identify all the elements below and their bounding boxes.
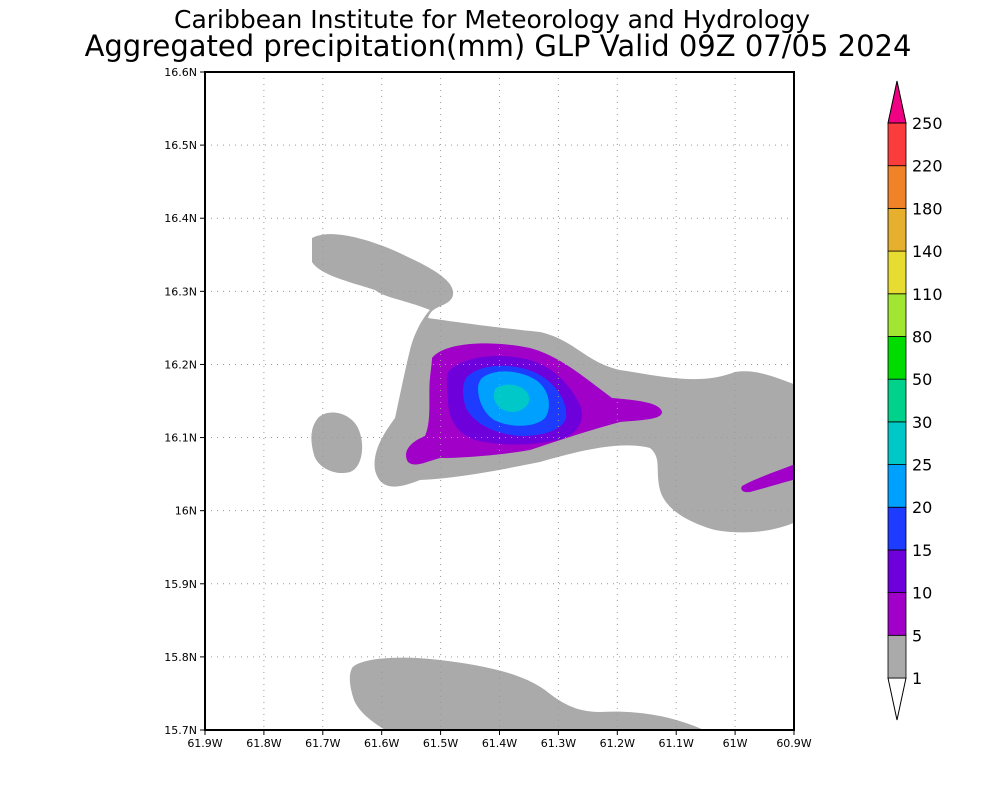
longitude-axis: 61.9W 61.8W 61.7W 61.6W 61.5W 61.4W 61.3W 61.2W… bbox=[187, 730, 812, 750]
colorbar-level-label: 110 bbox=[912, 285, 943, 304]
colorbar-swatch bbox=[887, 378, 907, 423]
precip-area-gray-south bbox=[349, 657, 704, 730]
lat-tick-label: 16.4N bbox=[164, 212, 197, 225]
colorbar-lower-arrow bbox=[887, 677, 907, 721]
colorbar-swatch bbox=[887, 592, 907, 636]
lon-tick-label: 61.6W bbox=[364, 737, 399, 750]
colorbar-swatch bbox=[887, 207, 907, 252]
lon-tick-label: 61.4W bbox=[482, 737, 517, 750]
colorbar-level-label: 15 bbox=[912, 541, 932, 560]
institute-title: Caribbean Institute for Meteorology and … bbox=[174, 5, 810, 34]
colorbar-level-label: 5 bbox=[912, 626, 922, 645]
lon-tick-label: 61.3W bbox=[541, 737, 576, 750]
colorbar-swatch bbox=[887, 165, 907, 209]
lat-tick-label: 16N bbox=[175, 505, 197, 518]
lat-tick-label: 15.9N bbox=[164, 578, 197, 591]
colorbar-swatch bbox=[887, 250, 907, 295]
lon-tick-label: 61.7W bbox=[305, 737, 340, 750]
colorbar-level-label: 30 bbox=[912, 413, 932, 432]
colorbar-level-label: 220 bbox=[912, 157, 943, 176]
colorbar-swatch bbox=[887, 122, 907, 167]
colorbar-level-label: 250 bbox=[912, 114, 943, 133]
colorbar-level-label: 180 bbox=[912, 199, 943, 218]
colorbar-swatch bbox=[887, 464, 907, 508]
lon-tick-label: 61.8W bbox=[246, 737, 281, 750]
colorbar-level-label: 20 bbox=[912, 498, 932, 517]
colorbar-level-label: 140 bbox=[912, 242, 943, 261]
colorbar-level-label: 10 bbox=[912, 584, 932, 603]
precipitation-field bbox=[311, 234, 794, 730]
lat-tick-label: 16.5N bbox=[164, 139, 197, 152]
colorbar-swatch bbox=[887, 336, 907, 380]
colorbar-level-label: 50 bbox=[912, 370, 932, 389]
lat-tick-label: 16.6N bbox=[164, 66, 197, 79]
colorbar-swatch bbox=[887, 634, 907, 679]
map-frame bbox=[204, 71, 795, 731]
colorbar-level-label: 80 bbox=[912, 327, 932, 346]
lon-tick-label: 61.2W bbox=[600, 737, 635, 750]
map-gridlines bbox=[205, 72, 794, 730]
precip-area-5mm-east bbox=[741, 464, 794, 493]
precip-area-25mm bbox=[494, 384, 530, 412]
lon-tick-label: 61.1W bbox=[659, 737, 694, 750]
product-title: Aggregated precipitation(mm) GLP Valid 0… bbox=[85, 29, 912, 63]
colorbar-swatch bbox=[887, 421, 907, 465]
latitude-axis: 16.6N 16.5N 16.4N 16.3N 16.2N 16.1N 16N 15.9N 15… bbox=[164, 66, 205, 737]
lat-tick-label: 15.8N bbox=[164, 651, 197, 664]
colorbar-level-label: 25 bbox=[912, 456, 932, 475]
colorbar-level-label: 1 bbox=[912, 669, 922, 688]
colorbar-swatch bbox=[887, 293, 907, 337]
colorbar-swatch bbox=[887, 506, 907, 551]
lon-tick-label: 60.9W bbox=[776, 737, 811, 750]
colorbar-upper-arrow bbox=[887, 80, 907, 124]
lat-tick-label: 16.3N bbox=[164, 285, 197, 298]
precip-area-gray-west-blob bbox=[311, 412, 363, 474]
lon-tick-label: 61.5W bbox=[423, 737, 458, 750]
lat-tick-label: 16.1N bbox=[164, 432, 197, 445]
lon-tick-label: 61.9W bbox=[187, 737, 222, 750]
lon-tick-label: 61W bbox=[723, 737, 748, 750]
lat-tick-label: 16.2N bbox=[164, 358, 197, 371]
lat-tick-label: 15.7N bbox=[164, 724, 197, 737]
colorbar-swatch bbox=[887, 549, 907, 594]
